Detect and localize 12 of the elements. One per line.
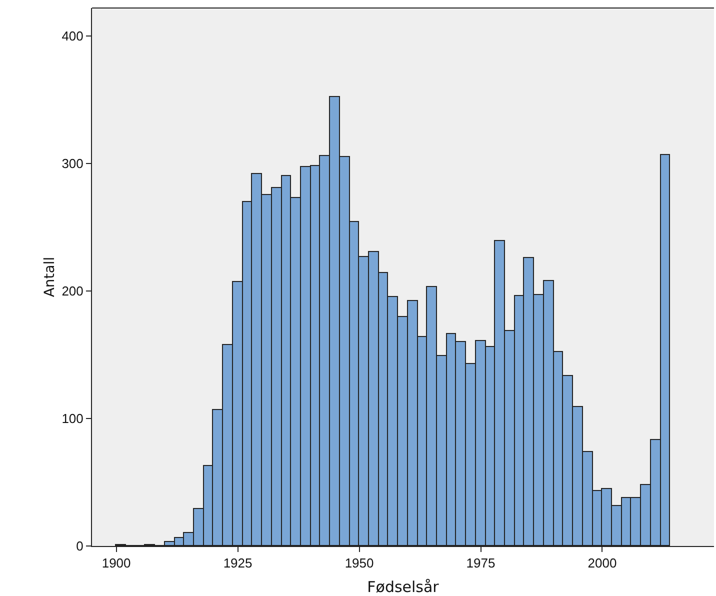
x-tick-label: 2000 [588,556,617,571]
x-tick-label: 1925 [223,556,252,571]
y-tick-label: 100 [62,411,84,426]
y-tick-label: 200 [62,284,84,299]
y-axis-title: Antall [42,256,58,298]
x-tick-label: 1950 [344,556,374,571]
x-tick-label: 1900 [102,556,131,571]
x-axis-title: Fødselsår [367,578,440,596]
y-tick-label: 0 [76,538,84,554]
y-tick-label: 400 [62,28,84,44]
y-tick-label: 300 [62,156,84,172]
x-tick-label: 1975 [466,556,496,571]
